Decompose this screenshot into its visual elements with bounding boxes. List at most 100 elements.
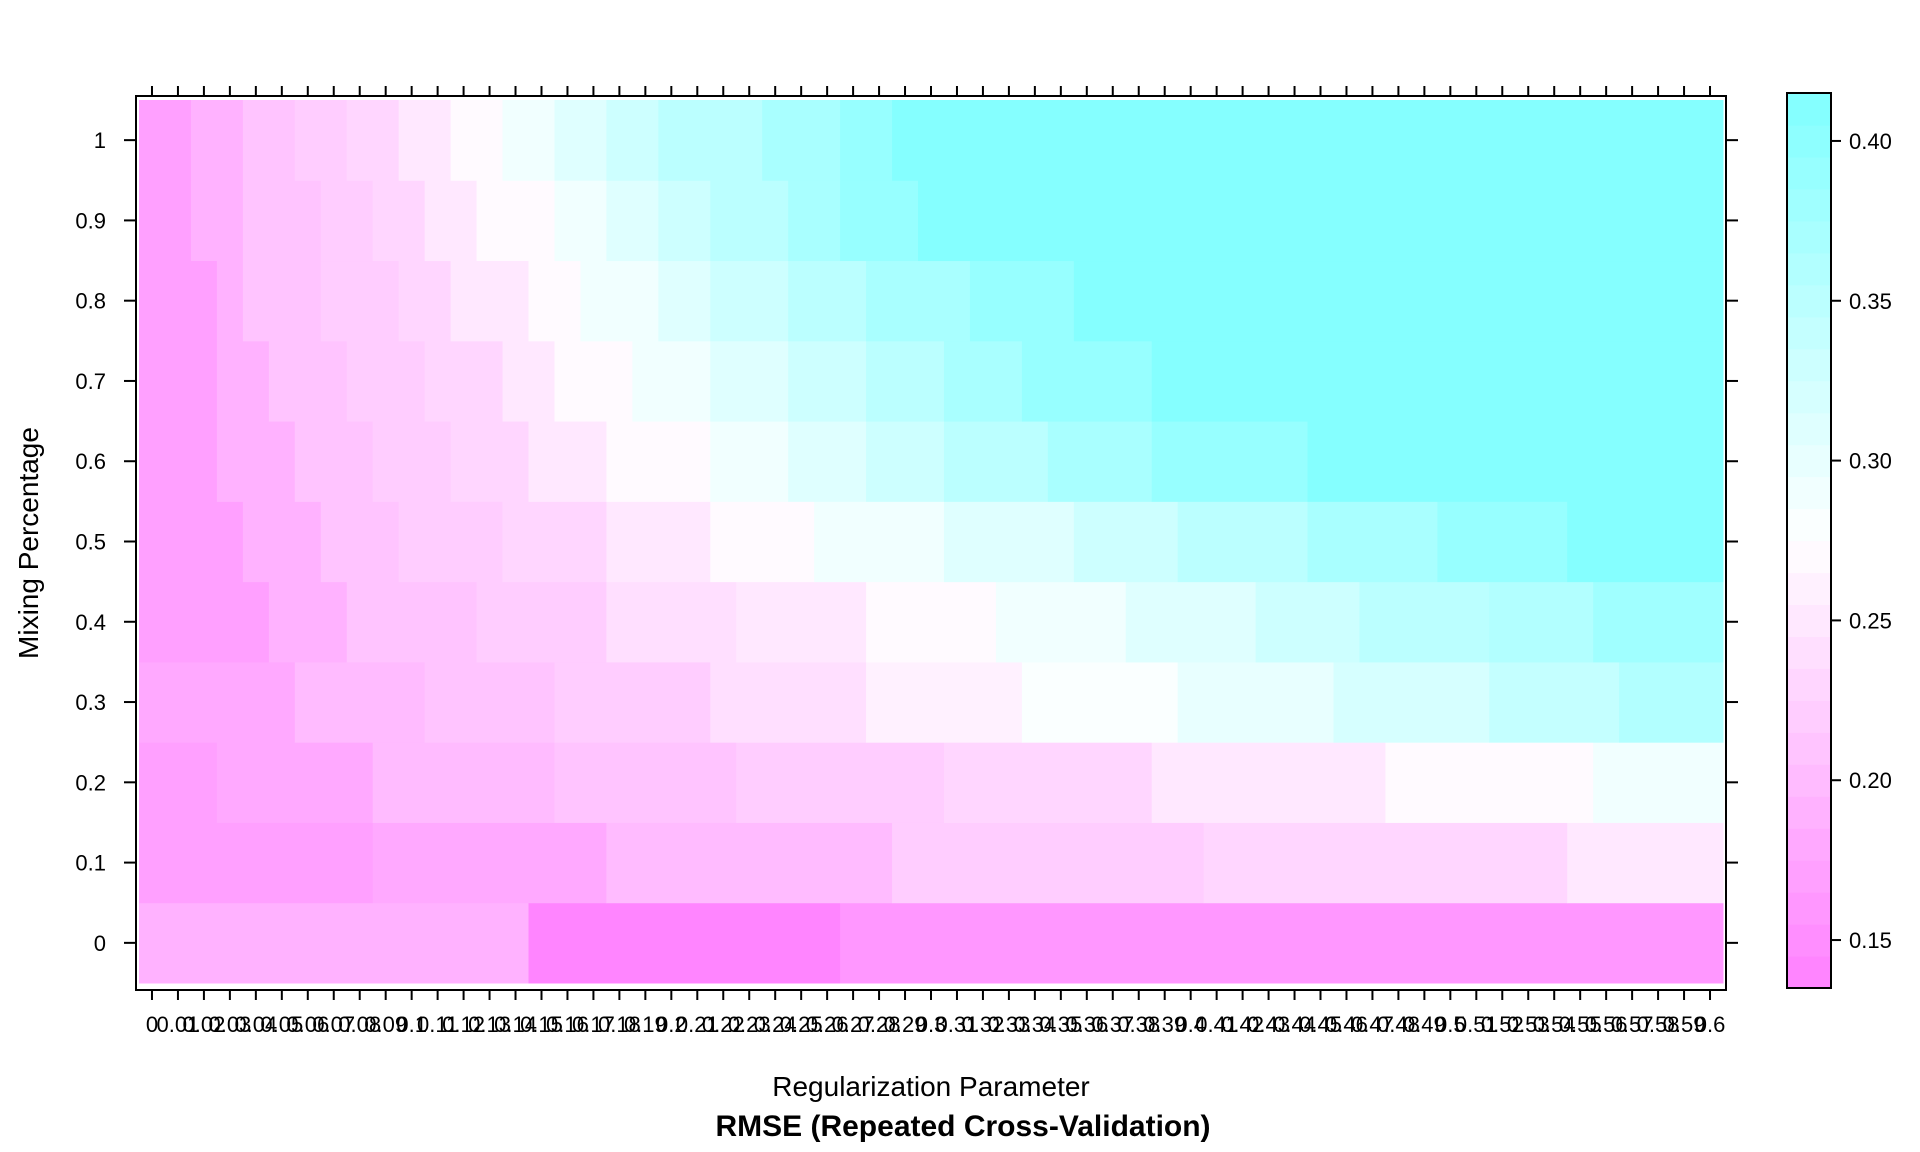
colorbar-band — [1787, 220, 1831, 254]
x-tick-label: 0.42 — [1221, 1012, 1264, 1037]
x-tick-label: 0.55 — [1559, 1012, 1602, 1037]
heatmap-cell — [1073, 501, 1179, 583]
heatmap-cell — [216, 421, 296, 502]
x-tick-label: 0.27 — [832, 1012, 875, 1037]
heatmap-cell — [139, 581, 270, 663]
colorbar-tick-label: 0.30 — [1849, 449, 1892, 474]
heatmap-cell — [242, 180, 322, 262]
heatmap-cell — [1567, 822, 1724, 904]
colorbar-band — [1787, 156, 1831, 190]
heatmap-cell — [450, 421, 530, 502]
x-tick-label: 0.02 — [183, 1012, 226, 1037]
heatmap-cell — [1593, 742, 1724, 823]
y-tick-label: 0.2 — [75, 770, 106, 795]
heatmap-cell — [866, 581, 997, 663]
x-tick-label: 0.05 — [260, 1012, 303, 1037]
heatmap-cell — [1567, 501, 1724, 583]
colorbar-band — [1787, 924, 1831, 957]
x-tick-label: 0.11 — [417, 1012, 458, 1037]
heatmap-cell — [294, 661, 426, 743]
heatmap-cell — [1437, 501, 1568, 583]
heatmap-cell — [554, 340, 633, 422]
heatmap-cell — [606, 100, 659, 181]
heatmap-cell — [139, 501, 244, 583]
heatmap-cell — [554, 100, 607, 181]
heatmap-cell — [398, 501, 504, 583]
heatmap-cell — [502, 340, 555, 422]
heatmap-cell — [710, 180, 789, 262]
heatmap-cell — [710, 340, 789, 422]
y-tick-label: 0.3 — [75, 690, 106, 715]
heatmap-cell — [943, 421, 1049, 502]
heatmap-cell — [606, 180, 659, 262]
heatmap-cell — [320, 501, 400, 583]
y-tick-label: 1 — [94, 128, 106, 153]
colorbar-band — [1787, 444, 1831, 478]
heatmap-cell — [139, 902, 530, 984]
colorbar-band — [1787, 604, 1831, 637]
x-axis-ticks: 00.010.020.030.040.050.060.070.080.090.1… — [146, 86, 1725, 1037]
heatmap-cell — [658, 260, 711, 342]
x-tick-label: 0.29 — [884, 1012, 927, 1037]
heatmap-cell — [476, 581, 607, 663]
y-tick-label: 0 — [94, 931, 106, 956]
x-tick-label: 0.41 — [1195, 1012, 1238, 1037]
heatmap-cell — [450, 100, 504, 181]
x-tick-label: 0.07 — [312, 1012, 355, 1037]
x-tick-label: 0.25 — [780, 1012, 823, 1037]
x-tick-label: 0.35 — [1039, 1012, 1082, 1037]
heatmap-cell — [710, 421, 789, 502]
x-tick-label: 0.58 — [1637, 1012, 1680, 1037]
colorbar-band — [1787, 412, 1831, 446]
heatmap-cells — [139, 100, 1724, 984]
heatmap-cell — [372, 822, 607, 904]
heatmap-cell — [139, 180, 192, 262]
heatmap-cell — [1593, 581, 1724, 663]
colorbar-tick-label: 0.20 — [1849, 768, 1892, 793]
heatmap-cell — [866, 661, 1023, 743]
y-tick-label: 0.7 — [75, 369, 106, 394]
x-tick-label: 0.13 — [468, 1012, 511, 1037]
x-tick-label: 0.22 — [702, 1012, 745, 1037]
x-tick-label: 0.47 — [1351, 1012, 1394, 1037]
heatmap-cell — [139, 661, 296, 743]
x-tick-label: 0.03 — [208, 1012, 251, 1037]
heatmap-cell — [190, 180, 244, 262]
colorbar-band — [1787, 732, 1831, 765]
heatmap-cell — [554, 661, 711, 743]
x-tick-label: 0.36 — [1065, 1012, 1108, 1037]
heatmap-cell — [139, 742, 218, 823]
heatmap-cell — [242, 501, 322, 583]
heatmap-cell — [866, 340, 945, 422]
colorbar-tick-label: 0.40 — [1849, 129, 1892, 154]
colorbar-band — [1787, 796, 1831, 829]
y-tick-label: 0.1 — [75, 851, 106, 876]
colorbar-band — [1787, 93, 1831, 126]
x-tick-label: 0.49 — [1403, 1012, 1446, 1037]
heatmap-cell — [372, 421, 452, 502]
colorbar-tick-label: 0.15 — [1849, 928, 1892, 953]
x-tick-label: 0.37 — [1091, 1012, 1134, 1037]
heatmap-cell — [1151, 421, 1309, 502]
x-tick-label: 0.21 — [676, 1012, 719, 1037]
x-tick-label: 0.6 — [1695, 1012, 1726, 1037]
heatmap-cell — [840, 902, 1724, 984]
x-tick-label: 0.52 — [1481, 1012, 1524, 1037]
heatmap-cell — [710, 260, 789, 342]
x-tick-label: 0.34 — [1013, 1012, 1056, 1037]
x-tick-label: 0.1 — [396, 1012, 427, 1037]
heatmap-cell — [969, 260, 1075, 342]
x-tick-label: 0.26 — [806, 1012, 849, 1037]
heatmap-cell — [1073, 260, 1724, 342]
heatmap-cell — [1125, 581, 1257, 663]
heatmap-cell — [710, 661, 867, 743]
heatmap-cell — [840, 180, 919, 262]
colorbar-band — [1787, 636, 1831, 669]
heatmap-cell — [840, 100, 893, 181]
heatmap-cell — [892, 822, 1205, 904]
heatmap-cell — [424, 661, 555, 743]
heatmap-cell — [736, 742, 945, 823]
x-tick-label: 0.17 — [572, 1012, 615, 1037]
heatmap-cell — [502, 100, 555, 181]
x-tick-label: 0.51 — [1455, 1012, 1498, 1037]
